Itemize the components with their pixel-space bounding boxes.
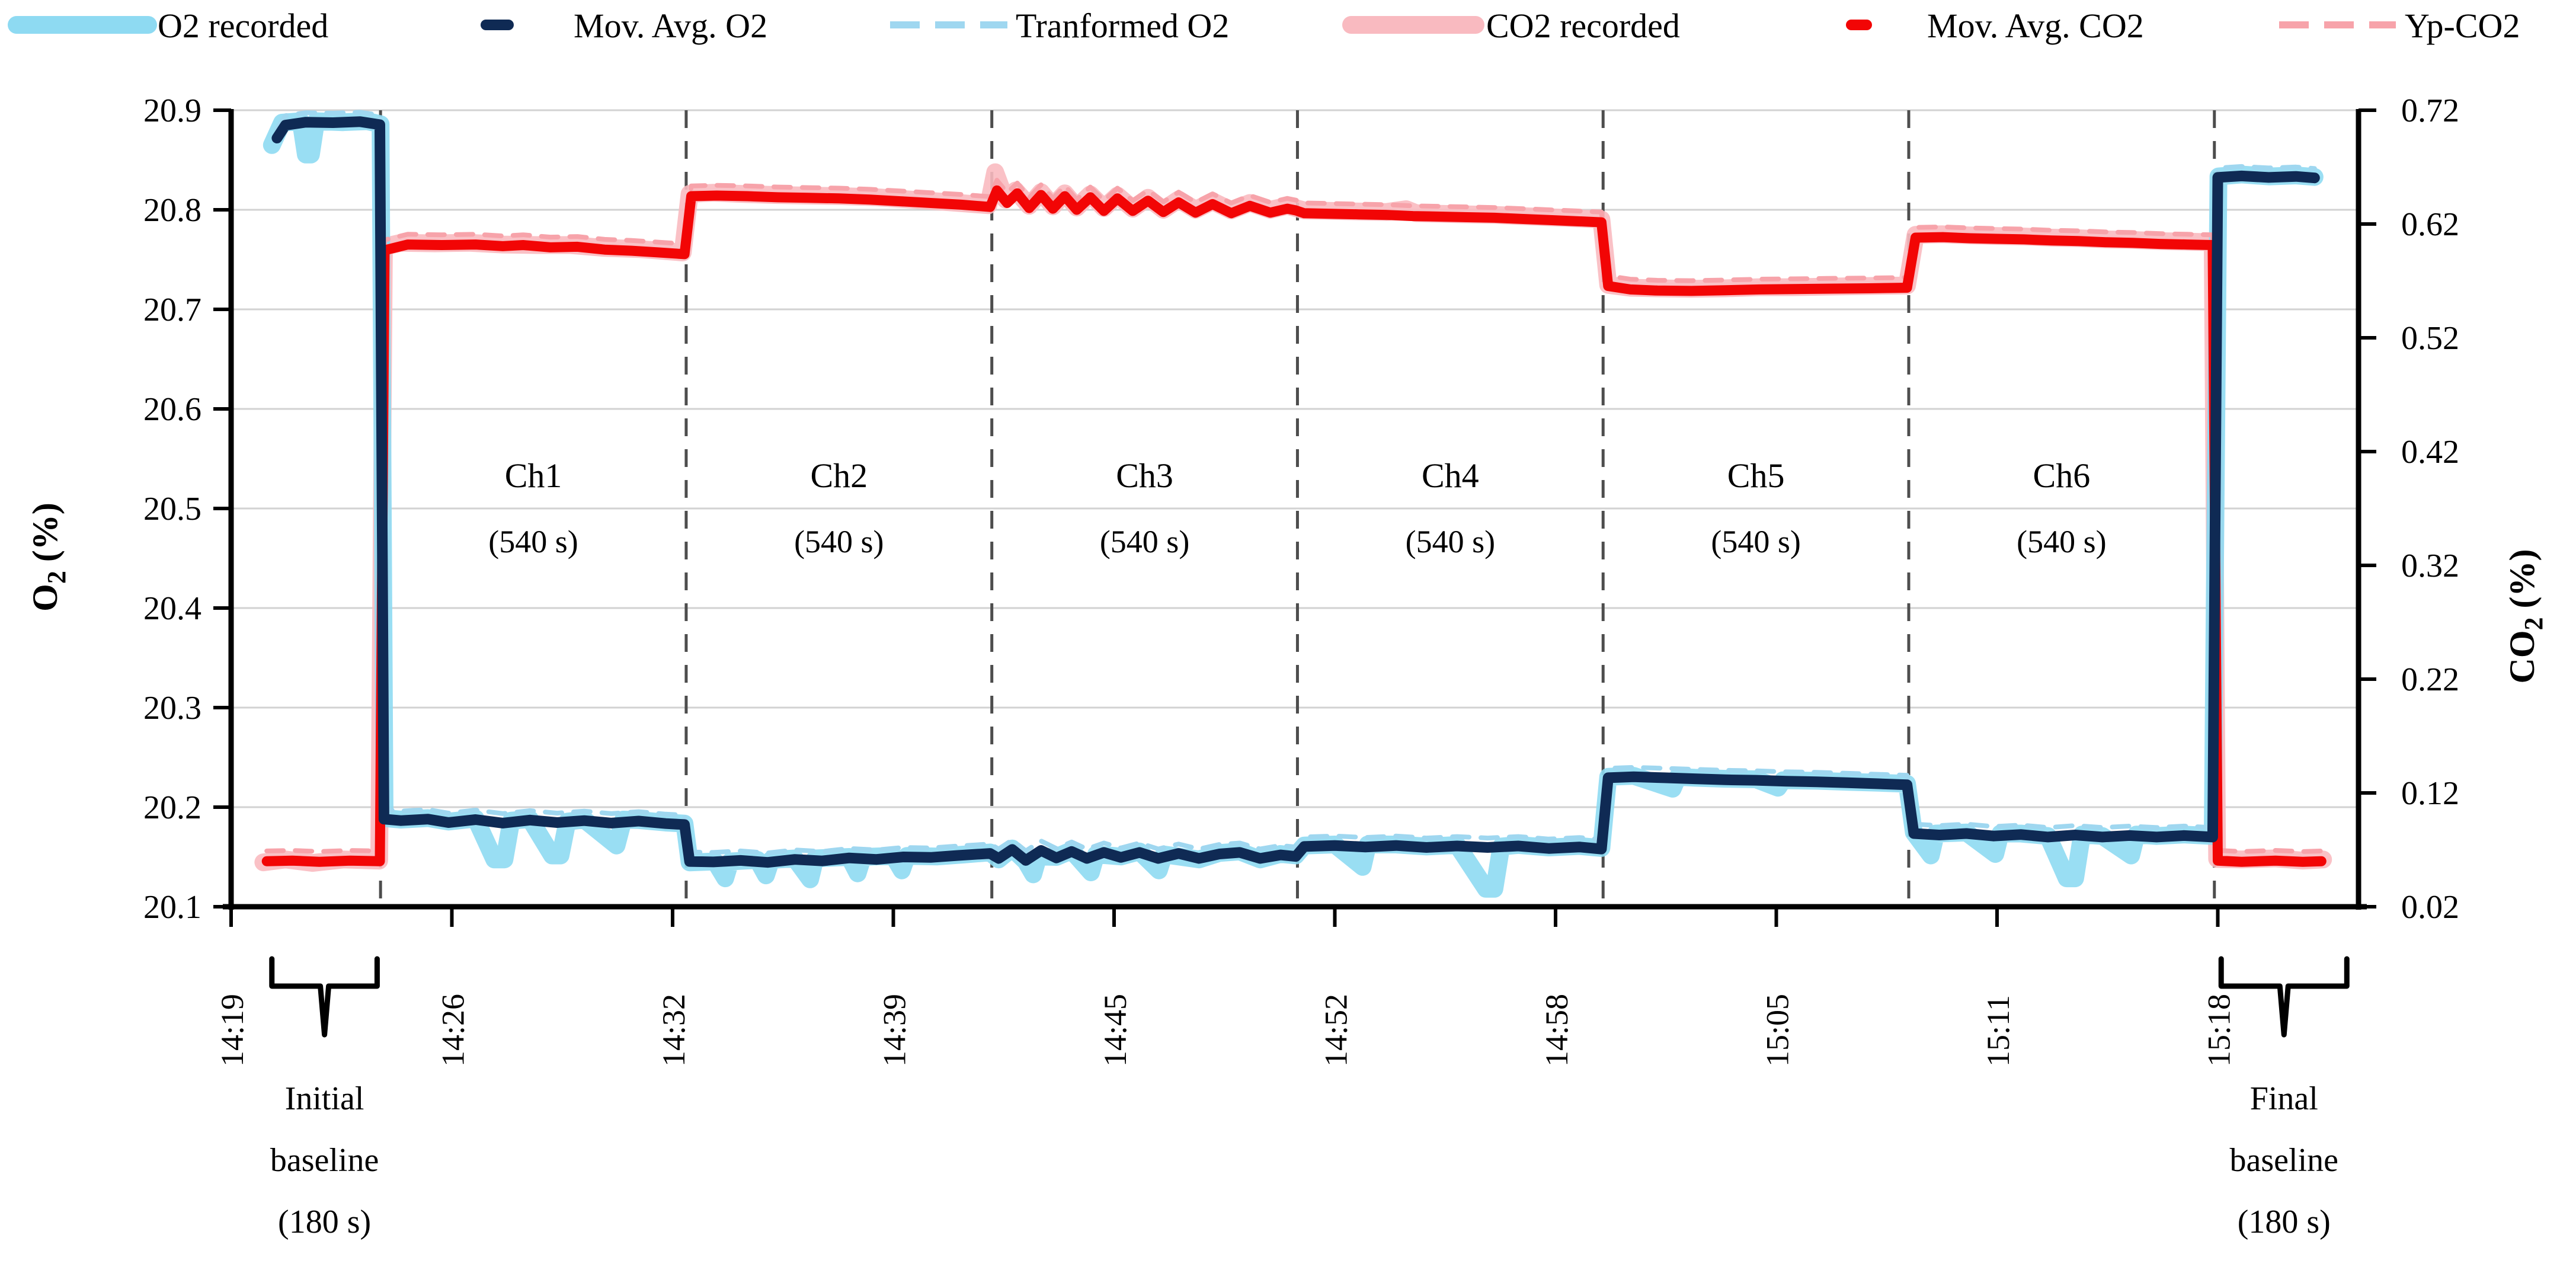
channel-duration-label: (540 s)	[1406, 524, 1495, 559]
left-axis-tick-label: 20.7	[143, 292, 201, 328]
final-baseline-label: Final	[2250, 1080, 2318, 1117]
left-axis-tick-label: 20.4	[143, 590, 201, 627]
right-axis-tick-label: 0.22	[2401, 661, 2459, 698]
left-axis-tick-label: 20.8	[143, 192, 201, 229]
legend-label: Mov. Avg. CO2	[1927, 7, 2144, 45]
axis-title-part: 2	[42, 571, 71, 584]
series-mov-avg-co2	[261, 185, 2327, 867]
channel-duration-label: (540 s)	[1711, 524, 1800, 559]
x-axis-tick-label: 14:58	[1539, 994, 1575, 1067]
right-axis-tick-label: 0.32	[2401, 548, 2459, 584]
axis-title-part: (%)	[25, 503, 65, 571]
legend-label: CO2 recorded	[1486, 7, 1680, 45]
channel-duration-label: (540 s)	[488, 524, 578, 559]
right-axis-tick-label: 0.12	[2401, 775, 2459, 812]
initial-baseline-label: Initial	[285, 1080, 364, 1117]
series-mov-avg-o2	[271, 116, 2320, 868]
final-baseline-brace	[2218, 956, 2350, 1038]
legend-label: Tranformed O2	[1016, 7, 1229, 45]
channel-label: Ch1	[505, 456, 562, 495]
legend-label: Yp-CO2	[2405, 7, 2520, 45]
left-axis-title: O2 (%)	[25, 503, 71, 612]
right-axis-tick-label: 0.62	[2401, 206, 2459, 243]
final-baseline-label: baseline	[2230, 1142, 2338, 1179]
channel-label: Ch3	[1116, 456, 1173, 495]
axis-title-part: CO	[2503, 630, 2542, 683]
x-axis-tick-label: 14:45	[1097, 994, 1133, 1067]
channel-label: Ch6	[2033, 456, 2091, 495]
left-axis-tick-label: 20.6	[143, 391, 201, 428]
series-tranformed-o2	[274, 110, 2317, 856]
axis-title-part: O	[25, 584, 65, 612]
right-axis-tick-label: 0.72	[2401, 92, 2459, 129]
legend-label: O2 recorded	[158, 7, 328, 45]
channel-duration-label: (540 s)	[2017, 524, 2106, 559]
series-yp-co2	[264, 178, 2324, 854]
initial-baseline-label: baseline	[270, 1142, 379, 1179]
x-axis-tick-label: 15:18	[2201, 994, 2237, 1067]
left-axis-tick-label: 20.3	[143, 690, 201, 727]
x-axis-tick-label: 15:05	[1760, 994, 1796, 1067]
channel-label: Ch5	[1727, 456, 1785, 495]
x-axis-tick-label: 14:26	[436, 994, 471, 1067]
channel-duration-label: (540 s)	[1100, 524, 1189, 559]
x-axis-tick-label: 14:39	[877, 994, 913, 1067]
x-axis-tick-label: 14:52	[1319, 994, 1354, 1067]
left-axis-tick-label: 20.1	[143, 889, 201, 926]
right-axis-tick-label: 0.42	[2401, 434, 2459, 471]
axis-title-part: (%)	[2503, 549, 2542, 618]
axis-title-part: 2	[2519, 617, 2548, 630]
channel-label: Ch4	[1422, 456, 1479, 495]
right-axis-tick-label: 0.52	[2401, 320, 2459, 357]
right-axis-tick-label: 0.02	[2401, 889, 2459, 926]
legend-label: Mov. Avg. O2	[574, 7, 767, 45]
x-axis-tick-label: 15:11	[1980, 995, 2016, 1067]
right-axis-title: CO2 (%)	[2503, 549, 2548, 684]
x-axis-tick-label: 14:19	[215, 994, 250, 1067]
channel-duration-label: (540 s)	[794, 524, 884, 559]
initial-baseline-label: (180 s)	[278, 1204, 371, 1240]
left-axis-tick-label: 20.5	[143, 491, 201, 527]
final-baseline-label: (180 s)	[2238, 1204, 2331, 1240]
left-axis-tick-label: 20.2	[143, 789, 201, 826]
series-co2-recorded	[254, 163, 2332, 872]
x-axis-tick-label: 14:32	[656, 994, 692, 1067]
left-axis-tick-label: 20.9	[143, 92, 201, 129]
initial-baseline-brace	[269, 956, 380, 1038]
channel-label: Ch2	[810, 456, 868, 495]
